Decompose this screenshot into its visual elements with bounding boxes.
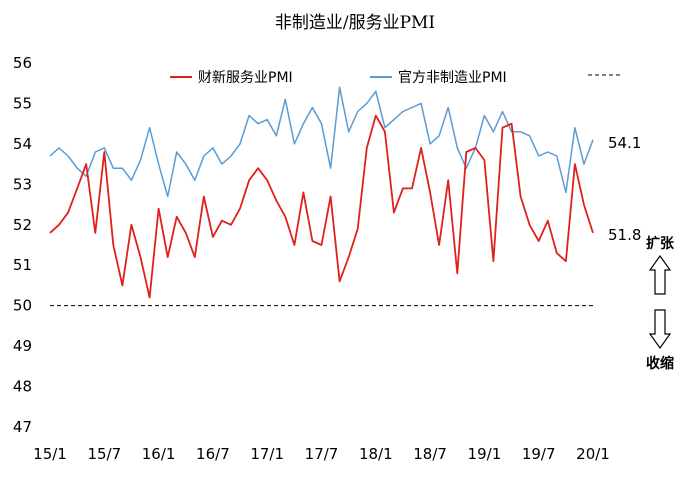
y-tick-label: 50 [13, 297, 32, 315]
annotation-expansion: 扩张 [646, 235, 675, 252]
down-arrow-icon [648, 309, 672, 350]
legend: 财新服务业PMI 官方非制造业PMI [170, 70, 620, 86]
y-tick-label: 47 [13, 418, 32, 436]
x-tick-label: 18/7 [413, 445, 447, 463]
x-axis: 15/1 15/7 16/1 16/7 17/1 17/7 18/1 18/7 19/1 19/7… [33, 445, 610, 463]
y-tick-label: 52 [13, 216, 32, 234]
x-tick-label: 15/7 [87, 445, 121, 463]
x-tick-label: 20/1 [576, 445, 610, 463]
y-tick-label: 48 [13, 378, 32, 396]
up-arrow-icon [648, 254, 672, 295]
legend-label-official: 官方非制造业PMI [398, 70, 507, 86]
x-tick-label: 17/7 [305, 445, 339, 463]
y-tick-label: 54 [13, 135, 32, 153]
x-tick-label: 19/7 [522, 445, 556, 463]
end-label-caixin: 51.8 [608, 226, 641, 244]
y-axis: 47 48 49 50 51 52 53 54 55 56 [13, 54, 32, 436]
y-tick-label: 49 [13, 337, 32, 355]
annotation-contraction: 收缩 [646, 355, 674, 372]
series-line-official [49, 86, 594, 198]
legend-label-caixin: 财新服务业PMI [198, 70, 293, 86]
y-tick-label: 56 [13, 54, 32, 72]
y-tick-label: 55 [13, 94, 32, 112]
x-tick-label: 16/7 [196, 445, 230, 463]
chart-title: 非制造业/服务业PMI [275, 13, 435, 33]
x-tick-label: 18/1 [359, 445, 393, 463]
end-label-official: 54.1 [608, 134, 641, 152]
x-tick-label: 16/1 [142, 445, 176, 463]
y-tick-label: 53 [13, 175, 32, 193]
series-layer [49, 86, 594, 299]
series-line-caixin [49, 114, 594, 299]
x-tick-label: 17/1 [250, 445, 284, 463]
y-tick-label: 51 [13, 256, 32, 274]
x-tick-label: 15/1 [33, 445, 67, 463]
x-tick-label: 19/1 [468, 445, 502, 463]
